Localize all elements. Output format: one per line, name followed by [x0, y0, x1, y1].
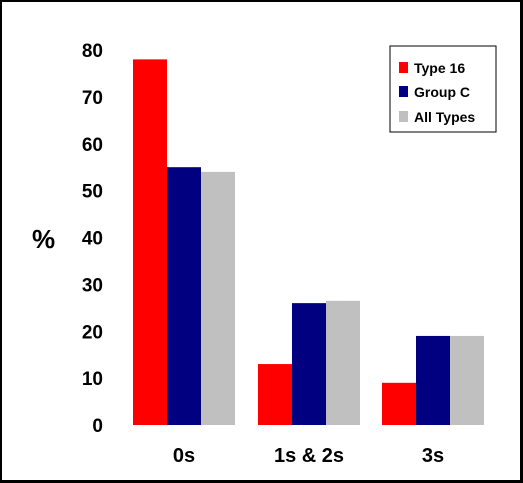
bar [326, 300, 360, 425]
bar [416, 335, 450, 425]
legend-label: Group C [414, 84, 470, 100]
bar [258, 364, 292, 425]
bars [133, 59, 484, 425]
y-tick-label: 70 [82, 88, 103, 109]
y-tick-label: 20 [82, 322, 103, 343]
legend-swatch [399, 111, 408, 122]
bar [450, 335, 484, 425]
x-category-label: 3s [422, 445, 444, 467]
legend-swatch [399, 62, 408, 73]
legend: Type 16 Group C All Types [389, 45, 497, 133]
y-tick-label: 50 [82, 182, 103, 203]
y-axis-label: % [32, 224, 55, 254]
legend-label: Type 16 [414, 60, 465, 76]
legend-label: All Types [414, 109, 475, 125]
legend-swatch [399, 86, 408, 97]
bar [201, 171, 235, 425]
y-tick-label: 60 [82, 135, 103, 156]
bar [292, 303, 326, 425]
y-tick-label: 80 [82, 41, 103, 62]
y-tick-label: 40 [82, 229, 103, 250]
y-tick-label: 0 [92, 416, 103, 437]
x-category-label: 1s & 2s [274, 445, 344, 467]
x-category-labels: 0s 1s & 2s 3s [173, 445, 444, 467]
bar [133, 59, 167, 425]
bar [167, 167, 201, 425]
y-tick-labels: 0 10 20 30 40 50 60 70 80 [82, 41, 103, 437]
y-tick-label: 30 [82, 275, 103, 296]
y-tick-label: 10 [82, 369, 103, 390]
x-category-label: 0s [173, 445, 195, 467]
bar [382, 382, 416, 425]
